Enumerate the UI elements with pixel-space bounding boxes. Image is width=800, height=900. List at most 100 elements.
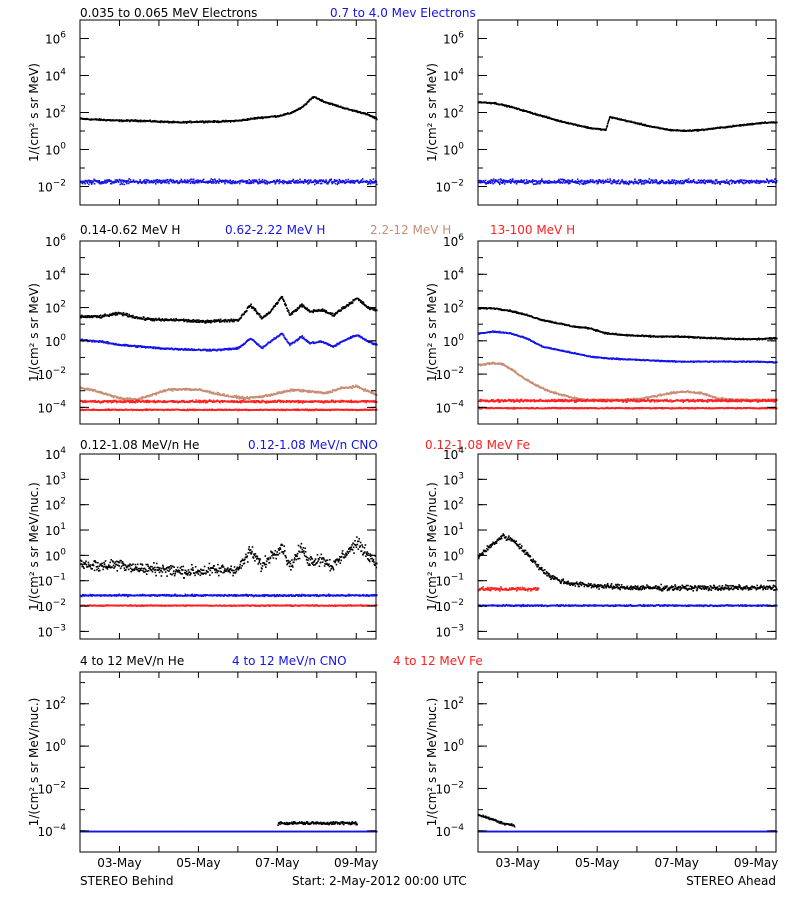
data-point: [289, 390, 291, 393]
data-point: [367, 183, 369, 185]
data-point: [167, 181, 170, 183]
data-point: [134, 400, 136, 403]
data-point: [182, 399, 185, 402]
data-point: [742, 182, 744, 184]
data-point: [658, 182, 661, 185]
data-point: [195, 179, 198, 182]
data-point: [372, 391, 374, 394]
data-point: [505, 105, 508, 107]
data-point: [231, 320, 234, 323]
data-point: [148, 401, 150, 404]
data-point: [254, 179, 256, 182]
data-point: [350, 302, 353, 305]
data-point: [208, 350, 211, 352]
data-point: [576, 181, 578, 183]
data-point: [136, 181, 139, 183]
data-point: [308, 100, 310, 102]
data-point: [322, 179, 324, 181]
data-point: [549, 181, 552, 183]
data-point: [147, 317, 149, 319]
data-point: [697, 181, 699, 184]
data-point: [607, 119, 610, 122]
data-point: [155, 179, 157, 181]
data-point: [647, 180, 650, 182]
data-point: [275, 182, 277, 184]
data-point: [581, 180, 584, 182]
data-point: [299, 304, 302, 306]
data-point: [129, 397, 131, 399]
data-point: [269, 394, 272, 397]
data-point: [719, 182, 722, 185]
data-point: [82, 180, 84, 183]
data-point: [225, 319, 227, 322]
data-point: [624, 182, 627, 185]
data-point: [173, 318, 175, 320]
data-point: [200, 180, 202, 182]
data-point: [556, 181, 559, 183]
data-point: [299, 400, 301, 402]
data-point: [499, 181, 502, 183]
data-point: [597, 180, 600, 183]
data-point: [675, 180, 678, 182]
data-point: [697, 130, 700, 132]
data-point: [145, 317, 148, 320]
data-point: [229, 179, 231, 181]
data-point: [249, 181, 251, 183]
data-point: [253, 117, 256, 119]
data-point: [737, 179, 739, 182]
data-point: [84, 339, 87, 341]
data-point: [171, 179, 173, 182]
data-point: [165, 401, 167, 404]
y-tick-label: 104: [45, 68, 66, 84]
data-point: [86, 180, 88, 182]
data-point: [309, 390, 311, 392]
data-point: [99, 317, 101, 319]
data-point: [198, 181, 200, 184]
data-point: [184, 347, 187, 350]
data-point: [258, 401, 261, 404]
data-point: [325, 180, 328, 183]
data-point: [339, 310, 341, 312]
data-point: [323, 180, 325, 183]
data-point: [296, 179, 298, 182]
data-point: [216, 399, 219, 402]
data-point: [111, 312, 113, 315]
data-point: [616, 182, 619, 185]
data-point: [269, 401, 271, 403]
data-point: [369, 179, 371, 181]
data-point: [238, 319, 240, 321]
data-point: [168, 122, 170, 124]
data-point: [251, 307, 253, 309]
data-point: [507, 181, 509, 183]
data-point: [164, 401, 166, 403]
data-point: [257, 343, 260, 346]
data-point: [243, 396, 246, 399]
data-point: [197, 179, 199, 181]
data-point: [274, 181, 276, 183]
data-point: [216, 121, 219, 123]
data-point: [296, 339, 298, 342]
data-point: [98, 341, 100, 343]
data-point: [105, 179, 108, 182]
data-point: [339, 309, 342, 311]
data-point: [113, 313, 116, 316]
data-point: [158, 180, 161, 182]
data-point: [127, 179, 129, 182]
data-point: [500, 178, 502, 180]
data-point: [286, 181, 289, 183]
data-point: [157, 180, 160, 182]
data-point: [756, 180, 759, 182]
data-point: [181, 180, 183, 183]
data-point: [525, 179, 528, 181]
data-point: [212, 121, 214, 123]
data-point: [608, 116, 611, 119]
data-point: [99, 390, 102, 393]
data-point: [153, 179, 155, 182]
data-point: [508, 180, 510, 182]
data-point: [134, 317, 137, 319]
data-point: [724, 182, 726, 184]
data-point: [136, 345, 138, 347]
data-point: [559, 181, 562, 183]
data-point: [196, 319, 199, 321]
data-point: [768, 180, 771, 183]
